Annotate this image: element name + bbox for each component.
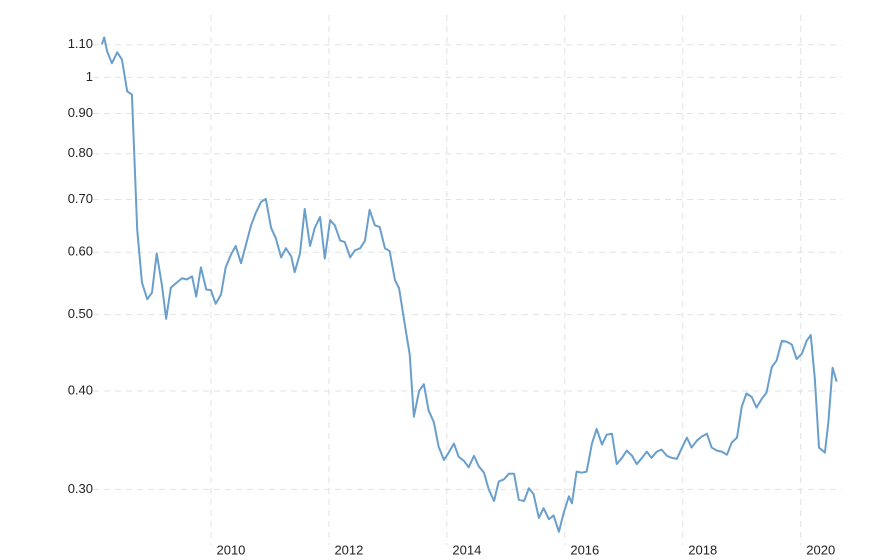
y-tick-label: 0.50	[68, 306, 93, 321]
y-tick-label: 0.60	[68, 244, 93, 259]
x-tick-label: 2020	[806, 542, 835, 557]
x-tick-label: 2014	[452, 542, 481, 557]
y-tick-label: 0.80	[68, 145, 93, 160]
x-tick-label: 2012	[334, 542, 363, 557]
line	[100, 36, 838, 533]
y-tick-label: 0.70	[68, 191, 93, 206]
x-tick-label: 2010	[216, 542, 245, 557]
y-tick-label: 0.40	[68, 382, 93, 397]
x-tick-label: 2016	[570, 542, 599, 557]
y-tick-label: 1.10	[68, 36, 93, 51]
x-tick-label: 2018	[688, 542, 717, 557]
y-tick-label: 0.90	[68, 105, 93, 120]
y-tick-label: 1	[86, 69, 93, 84]
y-tick-label: 0.30	[68, 481, 93, 496]
